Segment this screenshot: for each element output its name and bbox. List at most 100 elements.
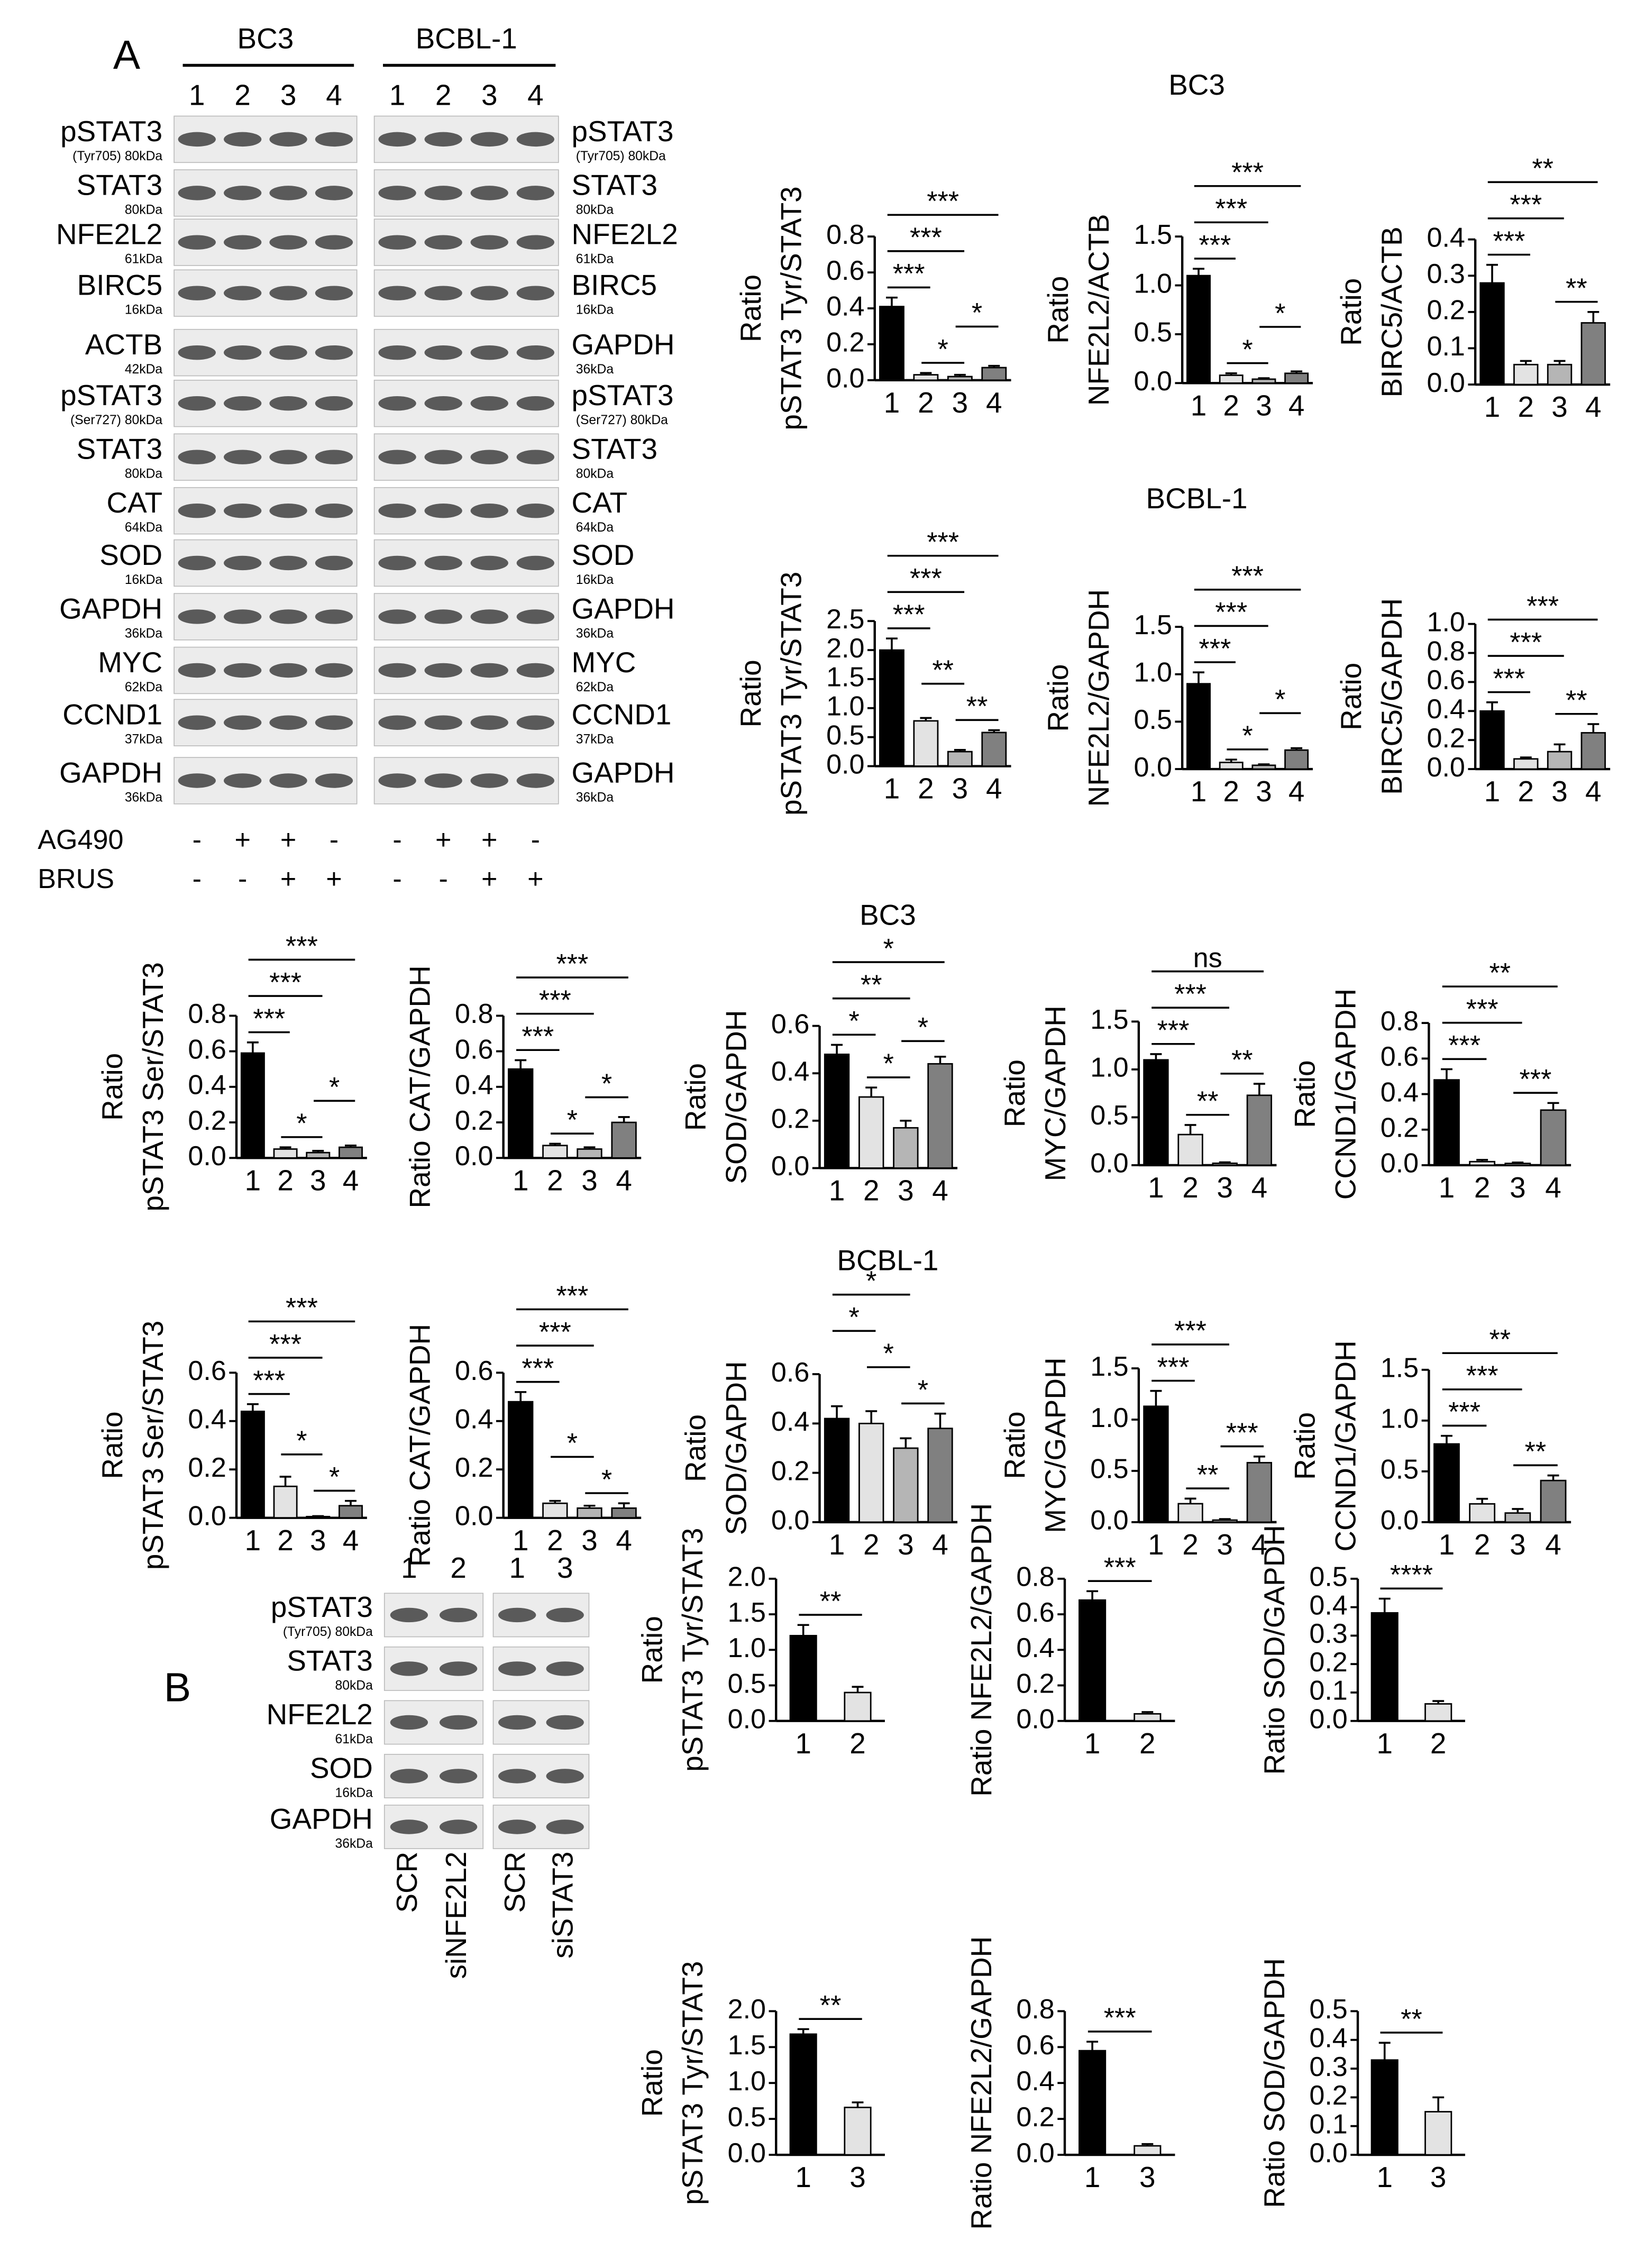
blot-band [178, 132, 216, 147]
significance-label: **** [1390, 1560, 1433, 1590]
bar [789, 1635, 817, 1722]
x-tick-label: 1 [884, 386, 900, 419]
lane-number: 3 [557, 1551, 573, 1584]
treatment-sign: + [481, 825, 497, 855]
error-bar [865, 1086, 878, 1098]
y-tick-label: 1.5 [728, 2030, 766, 2061]
blot-band [315, 132, 353, 147]
x-tick-label: 3 [581, 1164, 598, 1196]
blot-label: BIRC5 [77, 269, 163, 301]
blot-band [315, 450, 353, 464]
significance-label: ns [1193, 943, 1222, 973]
y-axis-label: Ratio [635, 2049, 668, 2117]
y-tick-label: 0.2 [188, 1105, 226, 1136]
blot-label: NFE2L2 [572, 218, 678, 251]
bar [542, 1502, 568, 1519]
y-axis-label: pSTAT3 Tyr/STAT3 [676, 1961, 709, 2205]
y-tick-label: 0.0 [1090, 1505, 1128, 1536]
bar [1219, 762, 1244, 770]
blot-band [178, 345, 216, 360]
blot-band [269, 286, 307, 300]
condition-label: SCR [498, 1852, 531, 1913]
error-bar [1225, 372, 1237, 376]
x-tick-label: 1 [1084, 2161, 1101, 2193]
blot-note: (Tyr705) 80kDa [72, 149, 162, 163]
error-bar [1291, 747, 1303, 751]
y-tick-label: 0.6 [1016, 2030, 1054, 2061]
significance-label: *** [1466, 1361, 1498, 1392]
error-bar [852, 1686, 864, 1693]
bar [542, 1145, 568, 1159]
y-tick-label: 0.4 [771, 1056, 809, 1087]
blot-band [269, 450, 307, 464]
bar [1547, 751, 1573, 770]
x-tick-label: 1 [1191, 775, 1207, 808]
bar [879, 306, 904, 381]
error-bar [618, 1116, 630, 1123]
y-tick-label: 1.0 [826, 691, 864, 722]
x-tick-label: 2 [547, 1164, 563, 1196]
significance-label: * [849, 1302, 860, 1333]
significance-label: ** [1525, 1437, 1547, 1467]
x-tick-label: 2 [849, 1727, 866, 1760]
x-tick-label: 4 [616, 1164, 632, 1196]
x-tick-label: 4 [932, 1174, 948, 1207]
y-tick-label: 0.6 [1381, 1041, 1419, 1072]
treatment-sign: + [527, 864, 543, 894]
error-bar [954, 749, 966, 752]
y-tick-label: 0.0 [826, 363, 864, 394]
blot-band [178, 555, 216, 571]
blot-note: 16kDa [125, 573, 163, 587]
bar [577, 1148, 602, 1159]
error-bar [345, 1499, 357, 1506]
x-tick-label: 1 [245, 1164, 261, 1196]
y-tick-label: 0.4 [188, 1404, 226, 1435]
blot-label: STAT3 [572, 433, 658, 465]
error-bar [246, 1041, 259, 1053]
x-tick-label: 3 [1217, 1528, 1233, 1561]
error-bar [345, 1144, 357, 1148]
significance-label: * [329, 1072, 340, 1103]
significance-label: *** [1174, 1316, 1207, 1347]
y-axis-label: Ratio [635, 1616, 668, 1684]
lane-number: 1 [401, 1551, 417, 1584]
y-axis-label: SOD/GAPDH [719, 1010, 752, 1184]
blot-label: GAPDH [572, 592, 675, 625]
x-tick-label: 2 [277, 1164, 294, 1196]
significance-label: *** [269, 967, 301, 998]
significance-label: * [296, 1426, 307, 1457]
y-tick-label: 1.5 [1134, 610, 1172, 641]
significance-label: *** [286, 931, 318, 962]
blot-band [516, 450, 554, 464]
x-tick-label: 1 [1376, 1727, 1393, 1760]
y-tick-label: 0.6 [188, 1034, 226, 1065]
lane-number: 2 [234, 78, 251, 111]
condition-label: siSTAT3 [546, 1852, 579, 1959]
significance-label: * [937, 334, 948, 365]
blot-band [378, 235, 416, 250]
bar [1513, 363, 1539, 386]
x-tick-label: 3 [581, 1524, 598, 1557]
blot-band [546, 1715, 584, 1730]
y-tick-label: 0.4 [188, 1070, 226, 1101]
blot-band [378, 186, 416, 200]
y-tick-label: 0.6 [771, 1009, 809, 1039]
bar [1370, 1612, 1399, 1722]
error-bar [988, 364, 1000, 368]
y-tick-label: 0.1 [1309, 2109, 1347, 2139]
blot-band [315, 186, 353, 200]
y-tick-label: 0.0 [728, 2138, 766, 2169]
significance-label: ** [1489, 958, 1511, 989]
significance-label: *** [893, 600, 925, 630]
blot-band [269, 132, 307, 147]
error-bar [1258, 763, 1270, 765]
blot-band [439, 1819, 478, 1834]
x-tick-label: 4 [1585, 390, 1602, 423]
y-tick-label: 0.4 [1381, 1077, 1419, 1108]
blot-band [516, 132, 554, 147]
blot-band [224, 663, 262, 678]
significance-label: *** [253, 1003, 285, 1034]
x-tick-label: 2 [863, 1174, 880, 1207]
bar [1479, 710, 1505, 770]
y-tick-label: 1.0 [1134, 268, 1172, 299]
